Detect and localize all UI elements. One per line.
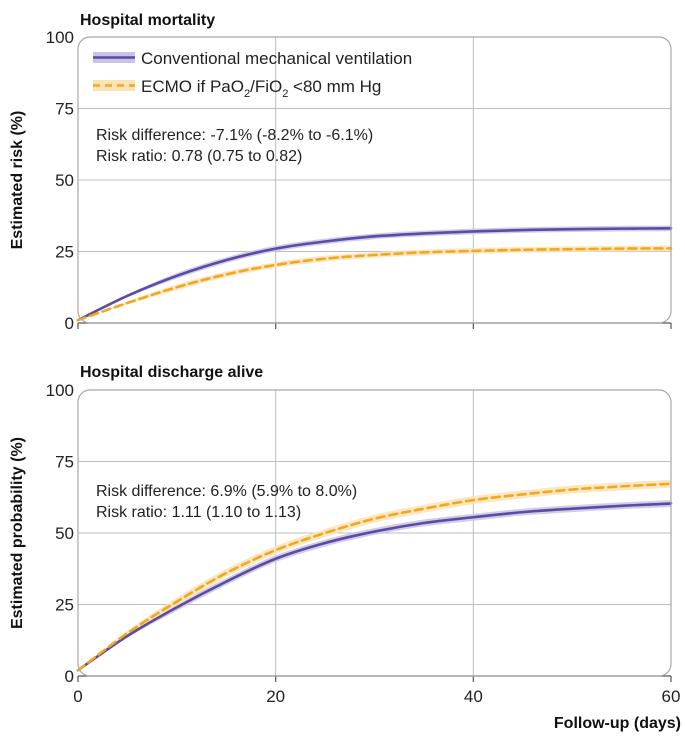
confidence-bands (78, 479, 671, 671)
band-ecmo (78, 245, 671, 321)
y-tick-label: 50 (55, 171, 74, 190)
y-tick-label: 100 (46, 381, 74, 400)
band-cmv (78, 225, 671, 321)
panel-hospital-discharge-alive: Hospital discharge alive Estimated proba… (9, 364, 680, 706)
series-line-cmv (76, 227, 673, 322)
legend-swatch-ecmo-band (93, 80, 135, 91)
legend-label-ecmo: ECMO if PaO2/FiO2 <80 mm Hg (141, 77, 381, 100)
panel-hospital-mortality: Hospital mortality Estimated risk (%) 0 2… (9, 12, 673, 333)
legend-label-cmv: Conventional mechanical ventilation (141, 49, 412, 68)
y-tick-label: 75 (55, 453, 74, 472)
legend: Conventional mechanical ventilation ECMO… (93, 49, 412, 100)
panel-title: Hospital mortality (80, 12, 215, 29)
legend-ecmo-sub2: 2 (282, 88, 288, 100)
legend-ecmo-prefix: ECMO if PaO (141, 77, 244, 96)
band-cmv (78, 500, 671, 671)
series-line-ecmo (76, 247, 673, 322)
x-tick-label: 60 (662, 687, 681, 706)
y-tick-label: 25 (55, 243, 74, 262)
plot-frame (77, 36, 672, 324)
y-tick-label: 0 (65, 667, 74, 686)
x-tick-label: 0 (73, 687, 82, 706)
annotation-risk-difference: Risk difference: -7.1% (-8.2% to -6.1%) (96, 127, 373, 144)
y-tick-labels: 0 25 50 75 100 (46, 28, 74, 333)
annotation-risk-difference: Risk difference: 6.9% (5.9% to 8.0%) (96, 483, 357, 500)
x-tick-label: 20 (266, 687, 285, 706)
annotation-risk-ratio: Risk ratio: 0.78 (0.75 to 0.82) (96, 148, 302, 165)
legend-ecmo-mid: /FiO (250, 77, 282, 96)
y-axis-label: Estimated probability (%) (9, 437, 26, 629)
plot-frame (77, 389, 672, 677)
x-tick-labels: 0 20 40 60 (73, 687, 680, 706)
x-axis-label: Follow-up (days) (554, 715, 681, 732)
legend-ecmo-sub1: 2 (244, 88, 250, 100)
y-tick-label: 0 (65, 314, 74, 333)
y-axis-label: Estimated risk (%) (9, 111, 26, 250)
gridlines (77, 390, 672, 682)
y-tick-labels: 0 25 50 75 100 (46, 381, 74, 686)
y-tick-label: 50 (55, 524, 74, 543)
legend-ecmo-suffix: <80 mm Hg (288, 77, 381, 96)
series-lines (76, 482, 673, 672)
series-line-cmv (76, 502, 673, 672)
series-line-ecmo (76, 482, 673, 672)
y-tick-label: 75 (55, 100, 74, 119)
panel-title: Hospital discharge alive (80, 364, 263, 381)
x-tick-label: 40 (464, 687, 483, 706)
y-tick-label: 100 (46, 28, 74, 47)
y-tick-label: 25 (55, 596, 74, 615)
series-lines (76, 227, 673, 322)
band-ecmo (78, 479, 671, 671)
confidence-bands (78, 225, 671, 321)
annotation-risk-ratio: Risk ratio: 1.11 (1.10 to 1.13) (96, 504, 301, 521)
